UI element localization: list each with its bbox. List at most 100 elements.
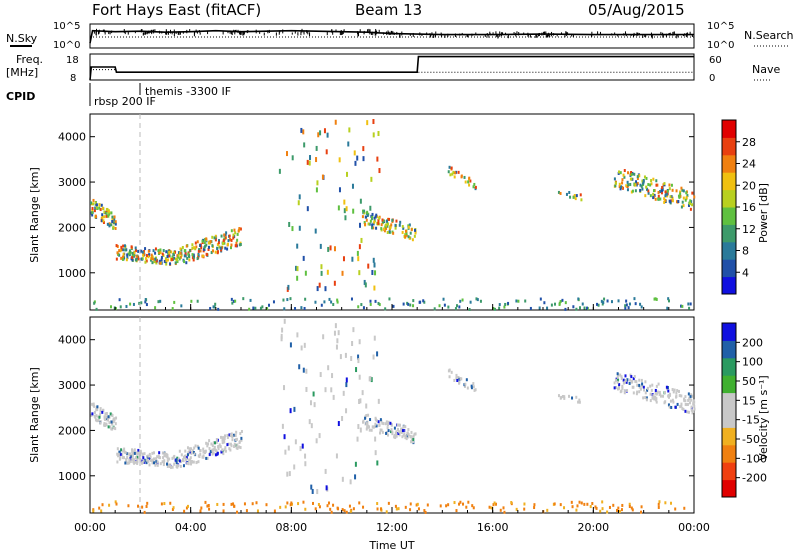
echo-cell [144,247,147,251]
echo-cell [185,261,188,265]
echo-cell [375,226,378,230]
echo-cell [369,205,372,211]
echo-cell [110,305,113,309]
echo-cell [387,429,390,433]
echo-cell [149,455,152,459]
nsky-noise-tick [335,29,337,33]
echo-cell [469,300,472,304]
echo-cell [115,244,118,248]
echo-cell [656,390,659,394]
echo-cell [141,257,144,261]
echo-cell [103,422,106,426]
echo-cell [398,430,401,434]
echo-cell [623,391,626,395]
nsky-noise-tick [175,31,177,34]
nsky-noise-tick [243,32,245,35]
echo-cell [394,226,397,230]
echo-cell [683,397,686,401]
freq-left-tick-bottom: 8 [70,73,76,84]
echo-cell [120,448,123,452]
nsky-noise-tick [95,31,97,36]
echo-cell [328,297,331,301]
echo-cell [205,441,208,445]
echo-cell [404,425,407,429]
echo-cell [303,306,306,310]
echo-cell [272,300,275,304]
echo-cell [223,440,226,444]
echo-cell [347,141,350,147]
echo-cell [188,255,191,259]
echo-cell [129,459,132,463]
nsky-noise-tick [553,33,555,36]
echo-cell [387,433,390,437]
echo-cell [653,397,656,401]
echo-cell [666,189,669,193]
echo-cell [620,185,623,189]
echo-cell [199,509,202,513]
nsky-noise-tick [123,28,125,33]
nsky-noise-tick [246,30,248,34]
nsky-noise-tick [623,33,625,36]
echo-cell [308,419,311,425]
echo-cell [627,306,630,310]
echo-cell [368,222,371,226]
echo-cell [626,378,629,382]
nsky-noise-tick [196,30,198,34]
echo-cell [594,505,597,509]
echo-cell [407,235,410,239]
nsky-noise-tick [426,32,428,36]
echo-cell [185,506,188,510]
nsky-noise-tick [435,31,437,34]
echo-cell [457,170,460,174]
echo-cell [140,249,143,253]
echo-cell [453,175,456,179]
nsky-right-tick-top: 10^5 [707,21,734,32]
echo-cell [392,304,395,308]
nsky-noise-tick [467,34,469,38]
colorbar-swatch [722,340,736,359]
echo-cell [103,215,106,219]
nsky-noise-tick [388,31,390,35]
echo-cell [620,376,623,380]
echo-cell [472,506,475,510]
echo-cell [623,169,626,173]
echo-cell [669,200,672,204]
echo-cell [265,503,268,507]
echo-cell [145,461,148,465]
echo-cell [171,465,174,469]
echo-cell [667,393,670,397]
nsky-noise-tick [650,32,652,37]
nsky-noise-tick [275,32,277,36]
echo-cell [164,257,167,261]
echo-cell [416,502,419,506]
echo-cell [128,461,131,465]
echo-cell [369,418,372,422]
echo-cell [100,509,103,513]
echo-cell [230,297,233,301]
echo-cell [94,215,97,219]
echo-cell [621,181,624,185]
echo-cell [372,257,375,263]
echo-cell [203,248,206,252]
echo-cell [439,504,442,508]
echo-cell [93,301,96,305]
echo-cell [414,228,417,232]
echo-cell [450,370,453,374]
echo-cell [126,452,129,456]
xtick-label: 00:00 [678,521,710,534]
echo-cell [180,253,183,257]
echo-cell [371,212,374,216]
echo-cell [196,299,199,303]
nsky-noise-tick [171,31,173,35]
nsky-noise-tick [497,34,499,39]
echo-cell [132,302,135,306]
echo-cell [126,456,129,460]
echo-cell [102,220,105,224]
echo-cell [367,222,370,226]
echo-cell [462,502,465,506]
echo-cell [624,306,627,310]
echo-cell [578,306,581,310]
echo-cell [113,218,116,222]
echo-cell [191,253,194,257]
